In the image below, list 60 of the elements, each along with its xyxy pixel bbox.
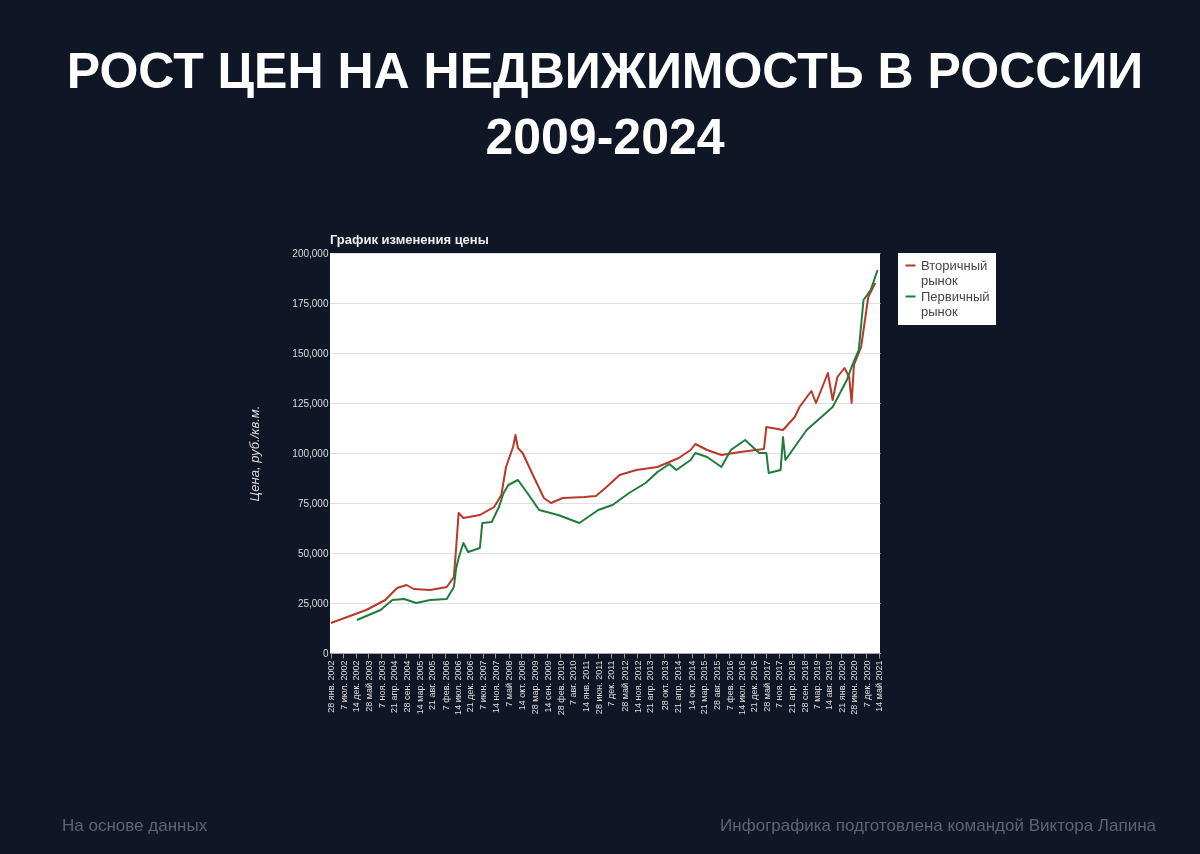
- x-tick-label: 21 апр. 2018: [787, 660, 798, 713]
- y-axis-title: Цена, руб./кв.м.: [247, 405, 263, 502]
- x-tick-label: 28 окт. 2013: [659, 660, 670, 711]
- chart-subtitle: График изменения цены: [330, 232, 489, 247]
- x-tick-label: 7 авг. 2010: [568, 660, 579, 705]
- x-tick-label: 28 июн. 2020: [849, 660, 860, 715]
- x-tick-label: 28 май 2017: [761, 660, 772, 712]
- x-tick-label: 14 янв. 2011: [580, 660, 591, 712]
- x-tick-label: 7 дек. 2011: [606, 660, 617, 707]
- x-tick-label: 28 фев. 2010: [555, 660, 566, 716]
- x-tick-label: 14 ноя. 2007: [490, 660, 501, 713]
- x-tick-label: 14 сен. 2009: [542, 660, 553, 713]
- x-tick-label: 14 авг. 2019: [824, 660, 835, 711]
- text: На основе данных: [62, 816, 208, 835]
- y-tick-label: 175,000: [292, 297, 329, 309]
- x-tick-label: 7 фев. 2006: [440, 660, 451, 711]
- x-tick-label: 28 май 2012: [619, 660, 630, 712]
- x-tick-label: 21 апр. 2004: [389, 660, 400, 713]
- x-tick-label: 14 окт. 2014: [687, 660, 698, 711]
- x-tick-label: 14 июл. 2006: [452, 660, 463, 715]
- y-tick-label: 75,000: [297, 497, 329, 509]
- x-tick-label: 7 фев. 2016: [724, 660, 735, 711]
- x-tick-label: 14 окт. 2008: [516, 660, 527, 711]
- x-tick-label: 7 ноя. 2003: [376, 660, 387, 708]
- y-tick-label: 150,000: [292, 347, 329, 359]
- x-tick-label: 28 сен. 2004: [401, 660, 412, 713]
- x-tick-label: 21 янв. 2020: [836, 660, 847, 713]
- y-tick-label: 0: [322, 647, 329, 659]
- x-tick-label: 21 дек. 2016: [749, 660, 760, 713]
- x-tick-label: 14 июл. 2016: [736, 660, 747, 715]
- y-tick-label: 200,000: [292, 247, 329, 259]
- legend-label: Вторичный рынок: [921, 257, 988, 288]
- y-tick-label: 50,000: [297, 547, 329, 559]
- x-tick-label: 21 апр. 2013: [645, 660, 656, 713]
- x-tick-label: 14 май 2021: [874, 660, 885, 712]
- x-tick-label: 7 дек. 2020: [861, 660, 872, 708]
- x-tick-label: 28 авг. 2015: [711, 660, 722, 711]
- legend-label: Первичный рынок: [921, 288, 990, 319]
- x-tick-label: 28 май 2003: [363, 660, 374, 712]
- x-tick-label: 14 мар. 2005: [414, 660, 425, 715]
- y-tick-label: 100,000: [292, 447, 329, 459]
- x-tick-label: 7 июл. 2002: [338, 660, 349, 710]
- x-tick-label: 21 мар. 2015: [699, 660, 710, 715]
- x-tick-label: 14 дек. 2002: [351, 660, 362, 713]
- y-tick-label: 125,000: [292, 397, 329, 409]
- x-tick-label: 28 янв. 2002: [326, 660, 337, 713]
- x-tick-label: 28 мар. 2009: [529, 660, 540, 715]
- x-tick-label: 21 авг. 2005: [427, 660, 438, 711]
- x-tick-label: 28 июн. 2011: [593, 660, 604, 715]
- x-tick-label: 21 апр. 2014: [673, 660, 684, 713]
- y-tick-label: 25,000: [297, 597, 329, 609]
- x-tick-label: 7 ноя. 2017: [774, 660, 785, 708]
- text: Инфографика подготовлена командой Виктора Лапина: [720, 816, 1157, 835]
- chart-title: РОСТ ЦЕН НА НЕДВИЖИМОСТЬ В РОССИИ 2009-2024: [66, 43, 1144, 165]
- x-tick-label: 28 сен. 2018: [799, 660, 810, 713]
- x-tick-label: 21 дек. 2006: [465, 660, 476, 713]
- x-tick-label: 14 ноя. 2012: [632, 660, 643, 713]
- x-tick-label: 7 май 2008: [504, 660, 515, 707]
- x-tick-label: 7 мар. 2019: [811, 660, 822, 710]
- x-tick-label: 7 июн. 2007: [478, 660, 489, 710]
